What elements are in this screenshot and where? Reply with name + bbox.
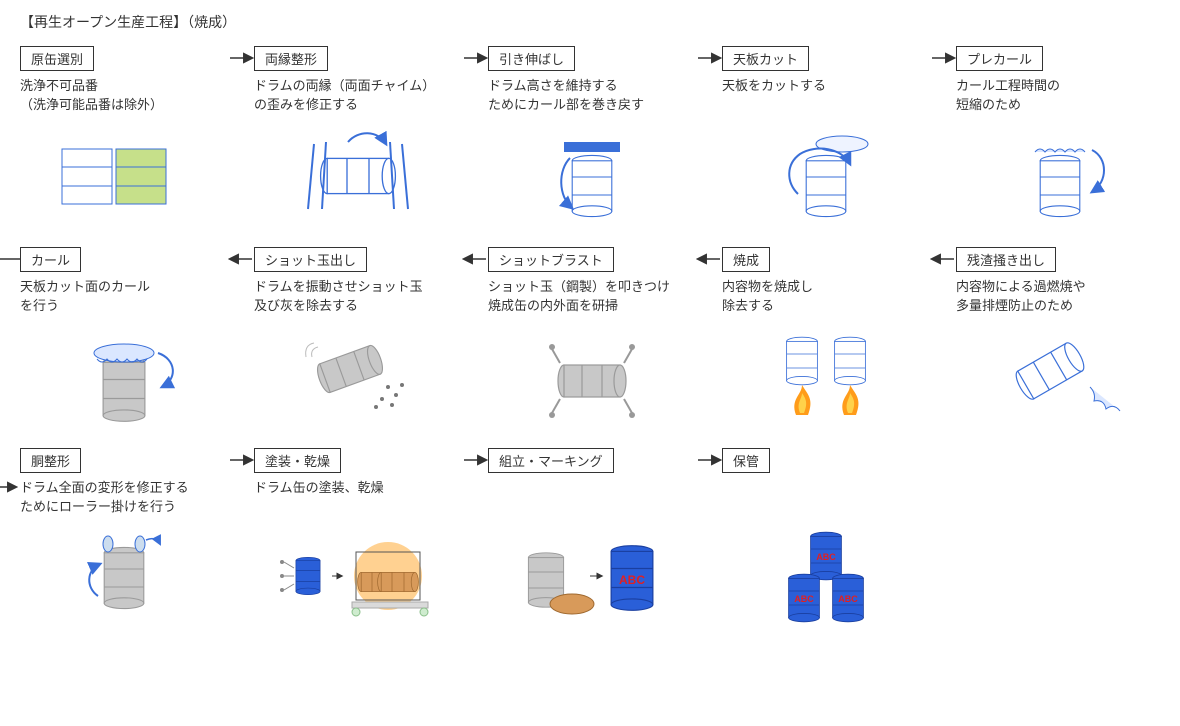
flow-arrow-icon — [228, 48, 254, 68]
step-desc: 天板をカットする — [722, 77, 930, 115]
process-step-s11: 胴整形ドラム全面の変形を修正する ためにローラー掛けを行う — [20, 448, 228, 631]
step-illustration — [20, 119, 228, 229]
flow-arrow-icon — [696, 450, 722, 470]
step-label: 組立・マーキング — [488, 448, 614, 473]
step-desc: カール工程時間の 短縮のため — [956, 77, 1164, 115]
page-title: 【再生オープン生産工程】（焼成） — [20, 12, 1160, 32]
step-desc: ドラム全面の変形を修正する ためにローラー掛けを行う — [20, 479, 228, 517]
flow-arrow-icon — [696, 249, 722, 269]
step-desc: 内容物による過燃焼や 多量排煙防止のため — [956, 278, 1164, 316]
process-step-s12: 塗装・乾燥ドラム缶の塗装、乾燥 — [254, 448, 462, 631]
process-step-s06: 残渣掻き出し内容物による過燃焼や 多量排煙防止のため — [956, 247, 1164, 430]
svg-text:ABC: ABC — [794, 594, 814, 604]
step-desc: ドラム高さを維持する ためにカール部を巻き戻す — [488, 77, 696, 115]
step-desc — [722, 479, 930, 517]
step-label: ショットブラスト — [488, 247, 614, 272]
step-desc: ドラムの両縁（両面チャイム） の歪みを修正する — [254, 77, 462, 115]
step-illustration — [488, 320, 696, 430]
svg-text:ABC: ABC — [816, 552, 836, 562]
flow-row: 胴整形ドラム全面の変形を修正する ためにローラー掛けを行う塗装・乾燥ドラム缶の塗… — [20, 448, 1160, 631]
step-label: 保管 — [722, 448, 770, 473]
process-step-s04: 天板カット天板をカットする — [722, 46, 930, 229]
process-step-s09: ショット玉出しドラムを振動させショット玉 及び灰を除去する — [254, 247, 462, 430]
process-step-s07: 焼成内容物を焼成し 除去する — [722, 247, 930, 430]
step-illustration — [722, 320, 930, 430]
step-desc: ショット玉（鋼製）を叩きつけ 焼成缶の内外面を研掃 — [488, 278, 696, 316]
flow-row: 原缶選別洗浄不可品番 （洗浄可能品番は除外）両縁整形ドラムの両縁（両面チャイム）… — [20, 46, 1160, 229]
step-desc: ドラム缶の塗装、乾燥 — [254, 479, 462, 517]
flow-arrow-icon — [462, 450, 488, 470]
step-illustration — [722, 119, 930, 229]
step-illustration — [20, 521, 228, 631]
step-label: ショット玉出し — [254, 247, 367, 272]
step-illustration — [254, 320, 462, 430]
flow-arrow-icon — [696, 48, 722, 68]
step-illustration — [20, 320, 228, 430]
step-desc: 洗浄不可品番 （洗浄可能品番は除外） — [20, 77, 228, 115]
flow-arrow-icon — [462, 48, 488, 68]
flow-row: カール天板カット面のカール を行うショット玉出しドラムを振動させショット玉 及び… — [20, 247, 1160, 430]
process-step-s14: 保管 ABC ABC ABC — [722, 448, 930, 631]
flow-arrow-icon — [930, 249, 956, 269]
flow-arrow-icon — [930, 48, 956, 68]
step-label: 残渣掻き出し — [956, 247, 1056, 272]
step-label: 胴整形 — [20, 448, 81, 473]
flow-arrow-icon — [228, 249, 254, 269]
step-label: プレカール — [956, 46, 1043, 71]
process-step-s01: 原缶選別洗浄不可品番 （洗浄可能品番は除外） — [20, 46, 228, 229]
step-desc: 内容物を焼成し 除去する — [722, 278, 930, 316]
step-illustration — [254, 521, 462, 631]
process-step-s13: 組立・マーキング ABC — [488, 448, 696, 631]
svg-text:ABC: ABC — [619, 573, 645, 587]
step-label: 天板カット — [722, 46, 809, 71]
process-flow-diagram: 原缶選別洗浄不可品番 （洗浄可能品番は除外）両縁整形ドラムの両縁（両面チャイム）… — [20, 46, 1160, 631]
process-step-s08: ショットブラストショット玉（鋼製）を叩きつけ 焼成缶の内外面を研掃 — [488, 247, 696, 430]
step-label: 両縁整形 — [254, 46, 328, 71]
step-illustration — [254, 119, 462, 229]
step-illustration: ABC — [488, 521, 696, 631]
flow-arrow-icon — [462, 249, 488, 269]
step-label: 焼成 — [722, 247, 770, 272]
flow-arrow-icon — [228, 450, 254, 470]
process-step-s03: 引き伸ばしドラム高さを維持する ためにカール部を巻き戻す — [488, 46, 696, 229]
flow-connector-icon — [0, 255, 2, 500]
step-label: カール — [20, 247, 81, 272]
step-desc: 天板カット面のカール を行う — [20, 278, 228, 316]
step-desc: ドラムを振動させショット玉 及び灰を除去する — [254, 278, 462, 316]
step-label: 原缶選別 — [20, 46, 94, 71]
process-step-s10: カール天板カット面のカール を行う — [20, 247, 228, 430]
step-label: 塗装・乾燥 — [254, 448, 341, 473]
step-illustration: ABC ABC ABC — [722, 521, 930, 631]
step-illustration — [956, 119, 1164, 229]
step-desc — [488, 479, 696, 517]
step-illustration — [488, 119, 696, 229]
process-step-s05: プレカールカール工程時間の 短縮のため — [956, 46, 1164, 229]
step-label: 引き伸ばし — [488, 46, 575, 71]
process-step-s02: 両縁整形ドラムの両縁（両面チャイム） の歪みを修正する — [254, 46, 462, 229]
svg-text:ABC: ABC — [838, 594, 858, 604]
step-illustration — [956, 320, 1164, 430]
